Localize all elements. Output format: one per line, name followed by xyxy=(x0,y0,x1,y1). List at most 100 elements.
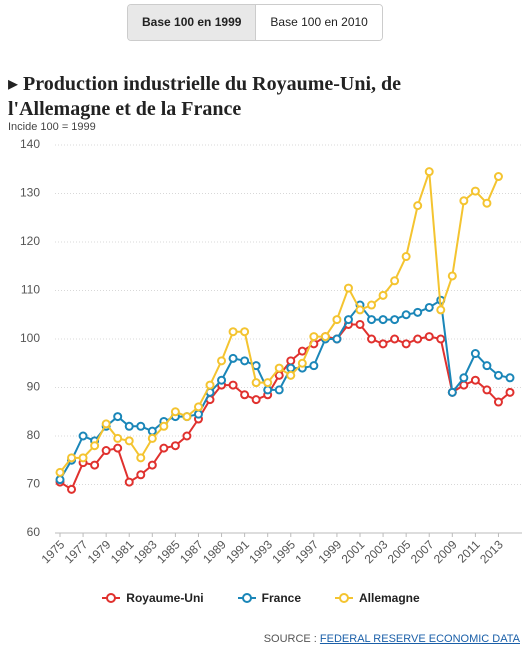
legend-marker xyxy=(102,593,121,603)
chart-subtitle: Incide 100 = 1999 xyxy=(8,121,96,133)
data-point xyxy=(228,353,238,363)
legend-dot xyxy=(106,593,117,603)
series-line xyxy=(59,298,511,481)
data-point xyxy=(378,290,388,300)
legend-item: Allemagne xyxy=(335,591,420,605)
data-point xyxy=(182,431,192,441)
data-point xyxy=(367,300,377,310)
data-point xyxy=(424,302,434,312)
toggle-button[interactable]: Base 100 en 1999 xyxy=(128,5,257,40)
data-point xyxy=(113,412,123,422)
chart-title: ▸ Production industrielle du Royaume-Uni… xyxy=(8,73,402,120)
x-tick-label: 2007 xyxy=(408,537,437,566)
data-point xyxy=(240,327,250,337)
y-tick-label: 60 xyxy=(27,525,41,539)
data-point xyxy=(390,276,400,286)
data-point xyxy=(170,407,180,417)
data-point xyxy=(205,380,215,390)
toggle-group: Base 100 en 1999 Base 100 en 2010 xyxy=(127,4,383,41)
legend-label: France xyxy=(261,591,301,605)
data-point xyxy=(401,252,411,262)
legend: Royaume-Uni France Allemagne xyxy=(0,591,522,605)
data-point xyxy=(401,310,411,320)
data-point xyxy=(355,305,365,315)
data-point xyxy=(55,467,65,477)
x-tick-label: 1977 xyxy=(62,537,91,566)
y-tick-label: 100 xyxy=(20,331,40,345)
data-point xyxy=(124,477,134,487)
data-point xyxy=(78,431,88,441)
data-point xyxy=(493,370,503,380)
data-point xyxy=(240,390,250,400)
data-point xyxy=(159,443,169,453)
legend-item: Royaume-Uni xyxy=(102,591,204,605)
data-point xyxy=(390,334,400,344)
x-tick-label: 2001 xyxy=(339,537,368,566)
data-point xyxy=(493,397,503,407)
x-tick-label: 1995 xyxy=(269,537,298,566)
x-tick-label: 1979 xyxy=(85,537,114,566)
data-point xyxy=(332,334,342,344)
data-point xyxy=(67,453,77,463)
data-point xyxy=(320,332,330,342)
source-link[interactable]: FEDERAL RESERVE ECONOMIC DATA xyxy=(319,633,520,645)
data-point xyxy=(113,443,123,453)
x-tick-label: 2013 xyxy=(477,537,506,566)
x-tick-label: 2009 xyxy=(431,537,460,566)
data-point xyxy=(228,327,238,337)
data-point xyxy=(193,409,203,419)
x-tick-label: 1997 xyxy=(292,537,321,566)
data-point xyxy=(390,315,400,325)
toggle-button[interactable]: Base 100 en 2010 xyxy=(256,5,382,40)
data-point xyxy=(436,334,446,344)
data-point xyxy=(505,387,515,397)
data-point xyxy=(147,433,157,443)
data-point xyxy=(424,332,434,342)
series-line xyxy=(59,323,511,491)
y-tick-label: 140 xyxy=(20,137,40,151)
data-point xyxy=(274,363,284,373)
data-point xyxy=(159,421,169,431)
data-point xyxy=(297,346,307,356)
legend-dot xyxy=(241,593,252,603)
legend-marker xyxy=(237,593,256,603)
data-point xyxy=(470,375,480,385)
data-point xyxy=(193,402,203,412)
y-tick-label: 90 xyxy=(27,380,41,394)
data-point xyxy=(505,373,515,383)
legend-item: France xyxy=(237,591,301,605)
data-point xyxy=(343,283,353,293)
data-point xyxy=(378,339,388,349)
data-point xyxy=(378,315,388,325)
source: SOURCE : FEDERAL RESERVE ECONOMIC DATA xyxy=(264,633,520,645)
data-point xyxy=(67,484,77,494)
data-point xyxy=(355,319,365,329)
x-tick-label: 1991 xyxy=(223,537,252,566)
data-point xyxy=(401,339,411,349)
data-point xyxy=(482,198,492,208)
data-point xyxy=(470,186,480,196)
x-tick-label: 1989 xyxy=(200,537,229,566)
data-point xyxy=(436,305,446,315)
y-tick-label: 110 xyxy=(21,283,40,297)
data-point xyxy=(286,363,296,373)
x-tick-label: 1987 xyxy=(177,537,206,566)
data-point xyxy=(182,412,192,422)
data-point xyxy=(367,334,377,344)
x-tick-label: 1993 xyxy=(246,537,275,566)
data-point xyxy=(170,441,180,451)
data-point xyxy=(367,315,377,325)
data-point xyxy=(286,356,296,366)
data-point xyxy=(55,475,65,485)
data-point xyxy=(263,378,273,388)
data-point xyxy=(413,334,423,344)
legend-dot xyxy=(339,593,349,603)
data-point xyxy=(482,385,492,395)
data-point xyxy=(447,387,457,397)
data-point xyxy=(309,332,319,342)
data-point xyxy=(78,453,88,463)
data-point xyxy=(413,201,423,211)
data-point xyxy=(459,380,469,390)
legend-marker xyxy=(335,593,353,603)
